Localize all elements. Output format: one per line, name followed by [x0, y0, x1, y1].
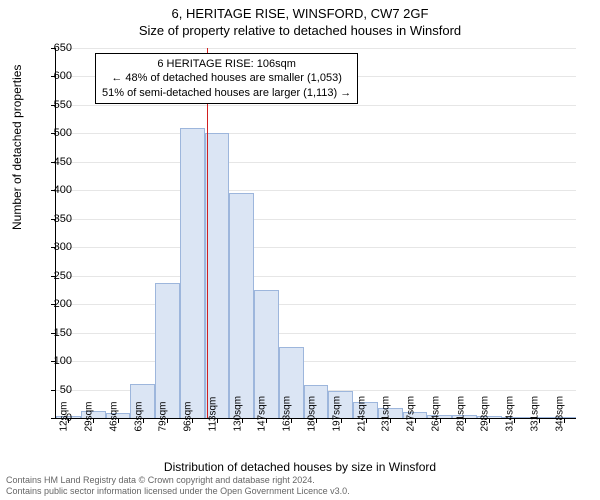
footer-attribution: Contains HM Land Registry data © Crown c… [6, 475, 350, 497]
gridline [56, 361, 576, 362]
title-sub: Size of property relative to detached ho… [0, 21, 600, 38]
gridline [56, 219, 576, 220]
histogram-bar [205, 133, 230, 418]
ytick-label: 500 [32, 127, 72, 139]
annotation-line3: 51% of semi-detached houses are larger (… [102, 86, 351, 100]
gridline [56, 48, 576, 49]
annotation-line2: ← 48% of detached houses are smaller (1,… [102, 71, 351, 85]
y-axis-label: Number of detached properties [10, 65, 24, 230]
gridline [56, 190, 576, 191]
footer-line2: Contains public sector information licen… [6, 486, 350, 497]
gridline [56, 247, 576, 248]
gridline [56, 162, 576, 163]
chart-area: 6 HERITAGE RISE: 106sqm ← 48% of detache… [55, 48, 575, 418]
ytick-label: 300 [32, 241, 72, 253]
x-axis-label: Distribution of detached houses by size … [0, 460, 600, 474]
ytick-label: 650 [32, 42, 72, 54]
histogram-bar [155, 283, 180, 418]
annotation-line1: 6 HERITAGE RISE: 106sqm [102, 57, 351, 71]
gridline [56, 105, 576, 106]
footer-line1: Contains HM Land Registry data © Crown c… [6, 475, 350, 486]
ytick-label: 250 [32, 270, 72, 282]
ytick-label: 50 [32, 384, 72, 396]
ytick-label: 100 [32, 355, 72, 367]
gridline [56, 333, 576, 334]
ytick-label: 400 [32, 184, 72, 196]
ytick-label: 550 [32, 99, 72, 111]
title-main: 6, HERITAGE RISE, WINSFORD, CW7 2GF [0, 0, 600, 21]
gridline [56, 133, 576, 134]
annotation-box: 6 HERITAGE RISE: 106sqm ← 48% of detache… [95, 53, 358, 104]
ytick-label: 450 [32, 156, 72, 168]
ytick-label: 150 [32, 327, 72, 339]
ytick-label: 600 [32, 70, 72, 82]
ytick-label: 200 [32, 298, 72, 310]
histogram-bar [180, 128, 205, 418]
gridline [56, 276, 576, 277]
gridline [56, 304, 576, 305]
ytick-label: 350 [32, 213, 72, 225]
histogram-bar [229, 193, 254, 418]
